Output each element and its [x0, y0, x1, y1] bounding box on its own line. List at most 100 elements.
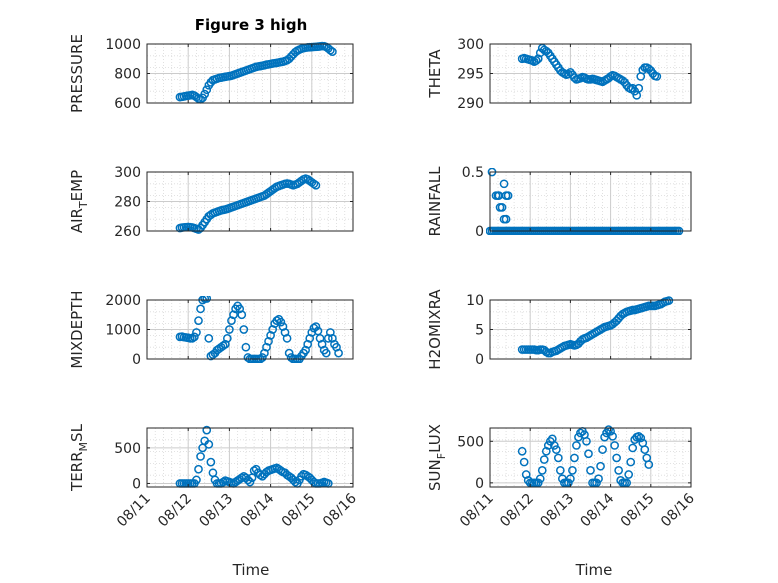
y-tick-label: 0.5: [462, 165, 484, 181]
data-point: [218, 341, 228, 351]
y-tick-label: 500: [114, 441, 141, 457]
data-point: [325, 45, 335, 55]
y-tick-label: 0: [475, 476, 484, 492]
y-tick-label: 800: [114, 67, 141, 83]
y-tick-label: 10: [466, 293, 484, 309]
data-point: [309, 179, 319, 189]
data-point: [543, 441, 553, 450]
data-point: [640, 445, 650, 454]
data-point: [194, 464, 203, 474]
data-point: [564, 478, 573, 488]
y-tick-label: 0: [475, 224, 484, 240]
data-point: [225, 325, 234, 334]
data-point: [612, 453, 621, 463]
data-series: [175, 296, 343, 363]
y-tick-label: 0: [475, 352, 484, 368]
y-tick-label: 1000: [105, 323, 141, 339]
x-tick-label: 08/11: [114, 491, 154, 531]
data-point: [556, 466, 565, 475]
data-point: [497, 203, 507, 212]
y-tick-label: 600: [114, 96, 141, 112]
data-point: [519, 457, 529, 467]
data-point: [570, 73, 579, 82]
x-tick-label: 08/12: [497, 491, 537, 531]
y-tick-label: 5: [475, 323, 484, 339]
data-point: [202, 296, 212, 303]
y-tick-label: 260: [114, 224, 141, 240]
data-point: [517, 446, 527, 456]
y-tick-label: 0: [132, 476, 141, 492]
panel-theta: 290 295 300 THETA: [426, 37, 692, 112]
data-point: [664, 296, 674, 305]
data-point: [628, 443, 638, 453]
panel-rainfall: 0 0.5 RAINFALL: [426, 165, 692, 240]
data-point: [237, 310, 247, 320]
y-axis-label: MIXDEPTH: [68, 290, 86, 368]
data-point: [284, 348, 294, 358]
y-tick-label: 0: [132, 352, 141, 368]
data-point: [196, 452, 205, 461]
data-point: [204, 439, 214, 449]
data-point: [243, 353, 253, 362]
data-point: [531, 56, 541, 65]
panel-sun_flux: 0 500 08/11 08/12 08/13 08/14 08/15 08/16 SUNFLU…: [426, 424, 698, 530]
data-point: [328, 47, 337, 57]
plot-area: [490, 172, 691, 231]
data-point: [570, 453, 579, 463]
data-point: [194, 316, 203, 325]
data-point: [282, 334, 292, 343]
data-series: [175, 41, 337, 104]
data-point: [539, 455, 549, 464]
data-point: [549, 441, 559, 450]
data-point: [644, 460, 654, 469]
y-axis-label: H2OMIXRA: [426, 289, 444, 370]
data-point: [533, 478, 543, 488]
data-point: [494, 191, 504, 200]
data-point: [624, 470, 634, 479]
data-point: [241, 342, 251, 352]
data-point: [286, 353, 296, 362]
data-point: [202, 85, 212, 95]
data-point: [622, 478, 632, 488]
y-tick-label: 300: [457, 37, 484, 53]
x-tick-label: 08/16: [658, 490, 698, 530]
x-tick-label: 08/13: [537, 491, 577, 531]
data-point: [218, 477, 228, 487]
data-point: [499, 179, 509, 189]
data-point: [503, 191, 513, 200]
data-point: [192, 328, 201, 337]
data-point: [551, 445, 561, 454]
data-point: [566, 67, 575, 77]
y-tick-label: 290: [457, 96, 484, 112]
x-tick-label: 08/13: [196, 491, 236, 531]
panel-h2omixra: 0 5 10 H2OMIXRA: [426, 289, 692, 370]
y-axis-label: SUNFLUX: [426, 424, 448, 491]
data-point: [566, 474, 575, 484]
axes-box: [489, 427, 692, 488]
axes-box: [489, 171, 692, 232]
panel-mixdepth: 0 1000 2000 MIXDEPTH: [68, 290, 354, 369]
data-point: [196, 304, 205, 314]
y-tick-label: 1000: [105, 37, 141, 53]
data-point: [604, 425, 613, 435]
data-point: [586, 466, 595, 475]
data-point: [245, 477, 255, 487]
data-series: [517, 425, 654, 488]
figure-title: Figure 3 high: [195, 16, 308, 34]
data-point: [582, 436, 591, 446]
x-tick-label: 08/14: [238, 490, 278, 530]
data-point: [200, 89, 210, 99]
data-point: [626, 457, 636, 467]
data-point: [190, 332, 199, 342]
panel-air_temp: 260 280 300 AIRTEMP: [68, 165, 354, 240]
data-point: [297, 471, 306, 481]
x-tick-label: 08/14: [578, 490, 618, 530]
data-point: [521, 470, 531, 479]
data-point: [584, 449, 593, 459]
data-point: [610, 441, 619, 450]
data-point: [307, 328, 317, 337]
data-point: [634, 431, 644, 441]
data-point: [276, 466, 286, 476]
data-point: [239, 325, 249, 334]
y-axis-label: PRESSURE: [68, 34, 86, 113]
